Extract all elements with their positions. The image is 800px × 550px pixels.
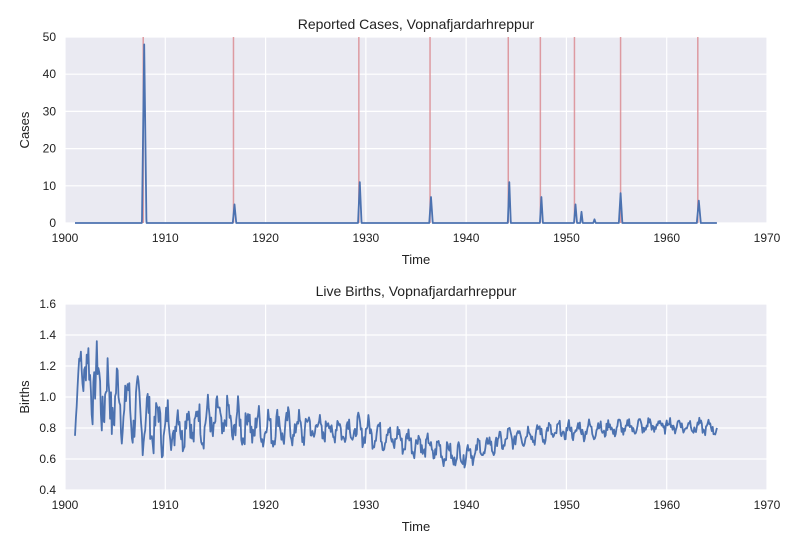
plot-area xyxy=(65,37,767,223)
y-tick-label: 1.0 xyxy=(39,390,56,404)
y-tick-label: 1.2 xyxy=(39,359,56,373)
chart-title: Live Births, Vopnafjardarhreppur xyxy=(316,283,517,299)
x-tick-label: 1910 xyxy=(152,231,179,245)
y-tick-label: 50 xyxy=(43,30,57,44)
x-tick-label: 1970 xyxy=(754,231,781,245)
series-line xyxy=(74,340,718,469)
x-tick-label: 1960 xyxy=(653,498,680,512)
x-axis-label: Time xyxy=(402,519,430,534)
chart-title: Reported Cases, Vopnafjardarhreppur xyxy=(298,16,535,32)
y-tick-label: 20 xyxy=(43,142,57,156)
x-tick-label: 1910 xyxy=(152,498,179,512)
x-tick-label: 1920 xyxy=(252,498,279,512)
x-tick-label: 1900 xyxy=(52,498,79,512)
y-tick-label: 1.4 xyxy=(39,328,56,342)
x-tick-label: 1940 xyxy=(453,231,480,245)
x-tick-label: 1930 xyxy=(353,231,380,245)
series-line xyxy=(74,43,718,224)
x-tick-label: 1930 xyxy=(353,498,380,512)
x-tick-label: 1920 xyxy=(252,231,279,245)
y-tick-label: 1.6 xyxy=(39,297,56,311)
x-tick-label: 1970 xyxy=(754,498,781,512)
births-chart: 1900 1910 1920 1930 1940 1950 1960 1970 0.4 0.6 0.… xyxy=(17,283,781,534)
x-tick-label: 1900 xyxy=(52,231,79,245)
x-tick-label: 1950 xyxy=(553,498,580,512)
y-tick-label: 40 xyxy=(43,67,57,81)
y-tick-label: 0.8 xyxy=(39,421,56,435)
cases-chart: 1900 1910 1920 1930 1940 1950 1960 1970 0 10 20 30 4… xyxy=(17,16,781,267)
x-axis-label: Time xyxy=(402,252,430,267)
y-tick-label: 0.6 xyxy=(39,452,56,466)
y-axis-label: Births xyxy=(17,380,32,414)
x-tick-label: 1940 xyxy=(453,498,480,512)
y-tick-label: 0 xyxy=(49,216,56,230)
x-tick-label: 1950 xyxy=(553,231,580,245)
y-tick-label: 30 xyxy=(43,104,57,118)
y-axis-label: Cases xyxy=(17,111,32,148)
y-tick-label: 10 xyxy=(43,179,57,193)
x-tick-label: 1960 xyxy=(653,231,680,245)
y-tick-label: 0.4 xyxy=(39,483,56,497)
